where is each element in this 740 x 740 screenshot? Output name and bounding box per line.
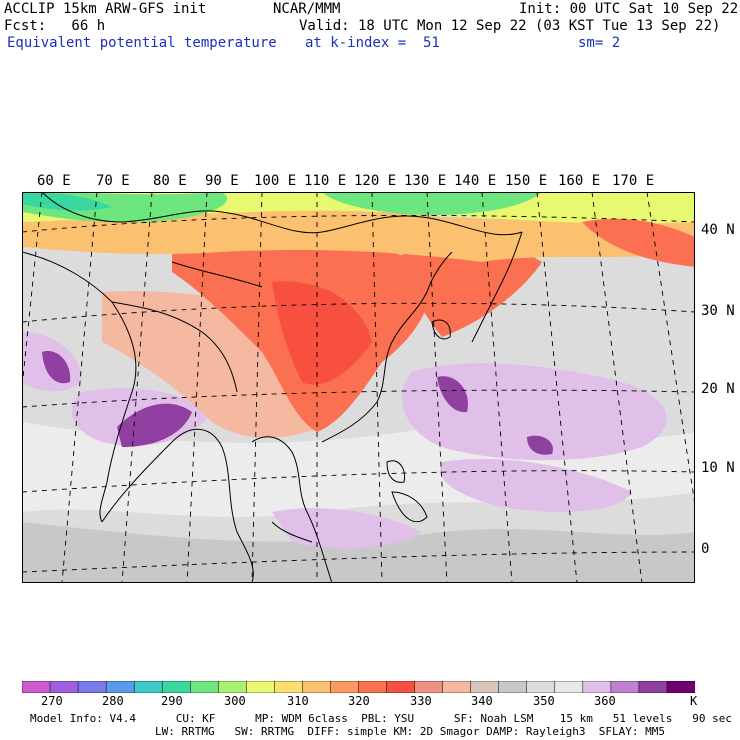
map-panel [22,192,695,583]
north-band [582,218,695,267]
colorbar-swatch [498,681,528,693]
colorbar-swatch [386,681,416,693]
colorbar-swatch [610,681,640,693]
colorbar-swatch [442,681,472,693]
colorbar-swatch [582,681,612,693]
colorbar-tick: 320 [348,694,370,708]
lat-label: 0 [701,541,710,557]
field-name: Equivalent potential temperature [7,35,277,51]
colorbar-swatch [666,681,695,693]
west-pacific-moist [437,376,468,413]
colorbar-swatch [358,681,388,693]
colorbar-swatch [77,681,107,693]
model-info: Model Info: V4.4 CU: KF MP: WDM 6class P… [30,712,732,725]
colorbar-unit: K [690,694,698,708]
north-band [22,207,695,262]
lon-label: 70 E [96,173,130,189]
colorbar-swatch [161,681,191,693]
tropical-band [22,522,695,583]
lon-label: 140 E [454,173,497,189]
colorbar-tick: 310 [287,694,309,708]
lon-label: 130 E [404,173,447,189]
colorbar-swatch [22,681,51,693]
lon-label: 60 E [37,173,71,189]
graticule [22,192,695,583]
colorbar-swatch [190,681,219,693]
colorbar-swatch [246,681,275,693]
colorbar-swatch [218,681,247,693]
lon-label: 80 E [153,173,187,189]
north-band [22,192,112,211]
lat-label: 10 N [701,460,735,476]
lon-label: 110 E [304,173,347,189]
colorbar-swatch [470,681,500,693]
lon-label: 120 E [354,173,397,189]
colorbar-swatch [554,681,584,693]
init-time: Init: 00 UTC Sat 10 Sep 22 [519,1,739,17]
run-title: ACCLIP 15km ARW-GFS init [4,1,207,17]
lon-label: 170 E [612,173,655,189]
colorbar-swatch [274,681,303,693]
lon-label: 90 E [205,173,239,189]
colorbar-swatch [330,681,360,693]
colorbar-tick: 360 [594,694,616,708]
colorbar-tick: 270 [41,694,63,708]
china-warm [272,281,372,385]
north-band [322,192,542,216]
lon-label: 150 E [505,173,548,189]
colorbar-tick: 330 [410,694,432,708]
physics-info: LW: RRTMG SW: RRTMG DIFF: simple KM: 2D … [155,725,665,738]
colorbar-swatch [526,681,556,693]
valid-time: Valid: 18 UTC Mon 12 Sep 22 (03 KST Tue … [299,18,721,34]
level-index: at k-index = 51 [305,35,440,51]
lat-label: 30 N [701,303,735,319]
colorbar-swatch [49,681,79,693]
lon-label: 160 E [558,173,601,189]
colorbar-tick: 350 [533,694,555,708]
smoothing-label: sm= 2 [578,35,621,51]
west-pacific-moist [402,363,667,461]
colorbar-swatch [133,681,163,693]
indian-ocean [42,351,71,384]
lat-label: 20 N [701,381,735,397]
colorbar-tick: 290 [161,694,183,708]
forecast-hour: Fcst: 66 h [4,18,106,34]
lat-label: 40 N [701,222,735,238]
organization-label: NCAR/MMM [273,1,341,17]
colorbar-swatch [105,681,135,693]
colorbar-tick: 280 [102,694,124,708]
colorbar-tick: 340 [471,694,493,708]
coastlines [22,192,523,583]
indian-ocean [117,403,192,447]
colorbar-swatch [302,681,332,693]
china-warm [402,239,542,337]
colorbar-swatch [638,681,668,693]
colorbar [22,681,695,693]
west-pacific-moist [440,458,632,512]
colorbar-swatch [414,681,444,693]
west-pacific-moist [527,435,553,455]
map-frame [22,192,695,583]
lon-label: 100 E [254,173,297,189]
colorbar-tick: 300 [224,694,246,708]
